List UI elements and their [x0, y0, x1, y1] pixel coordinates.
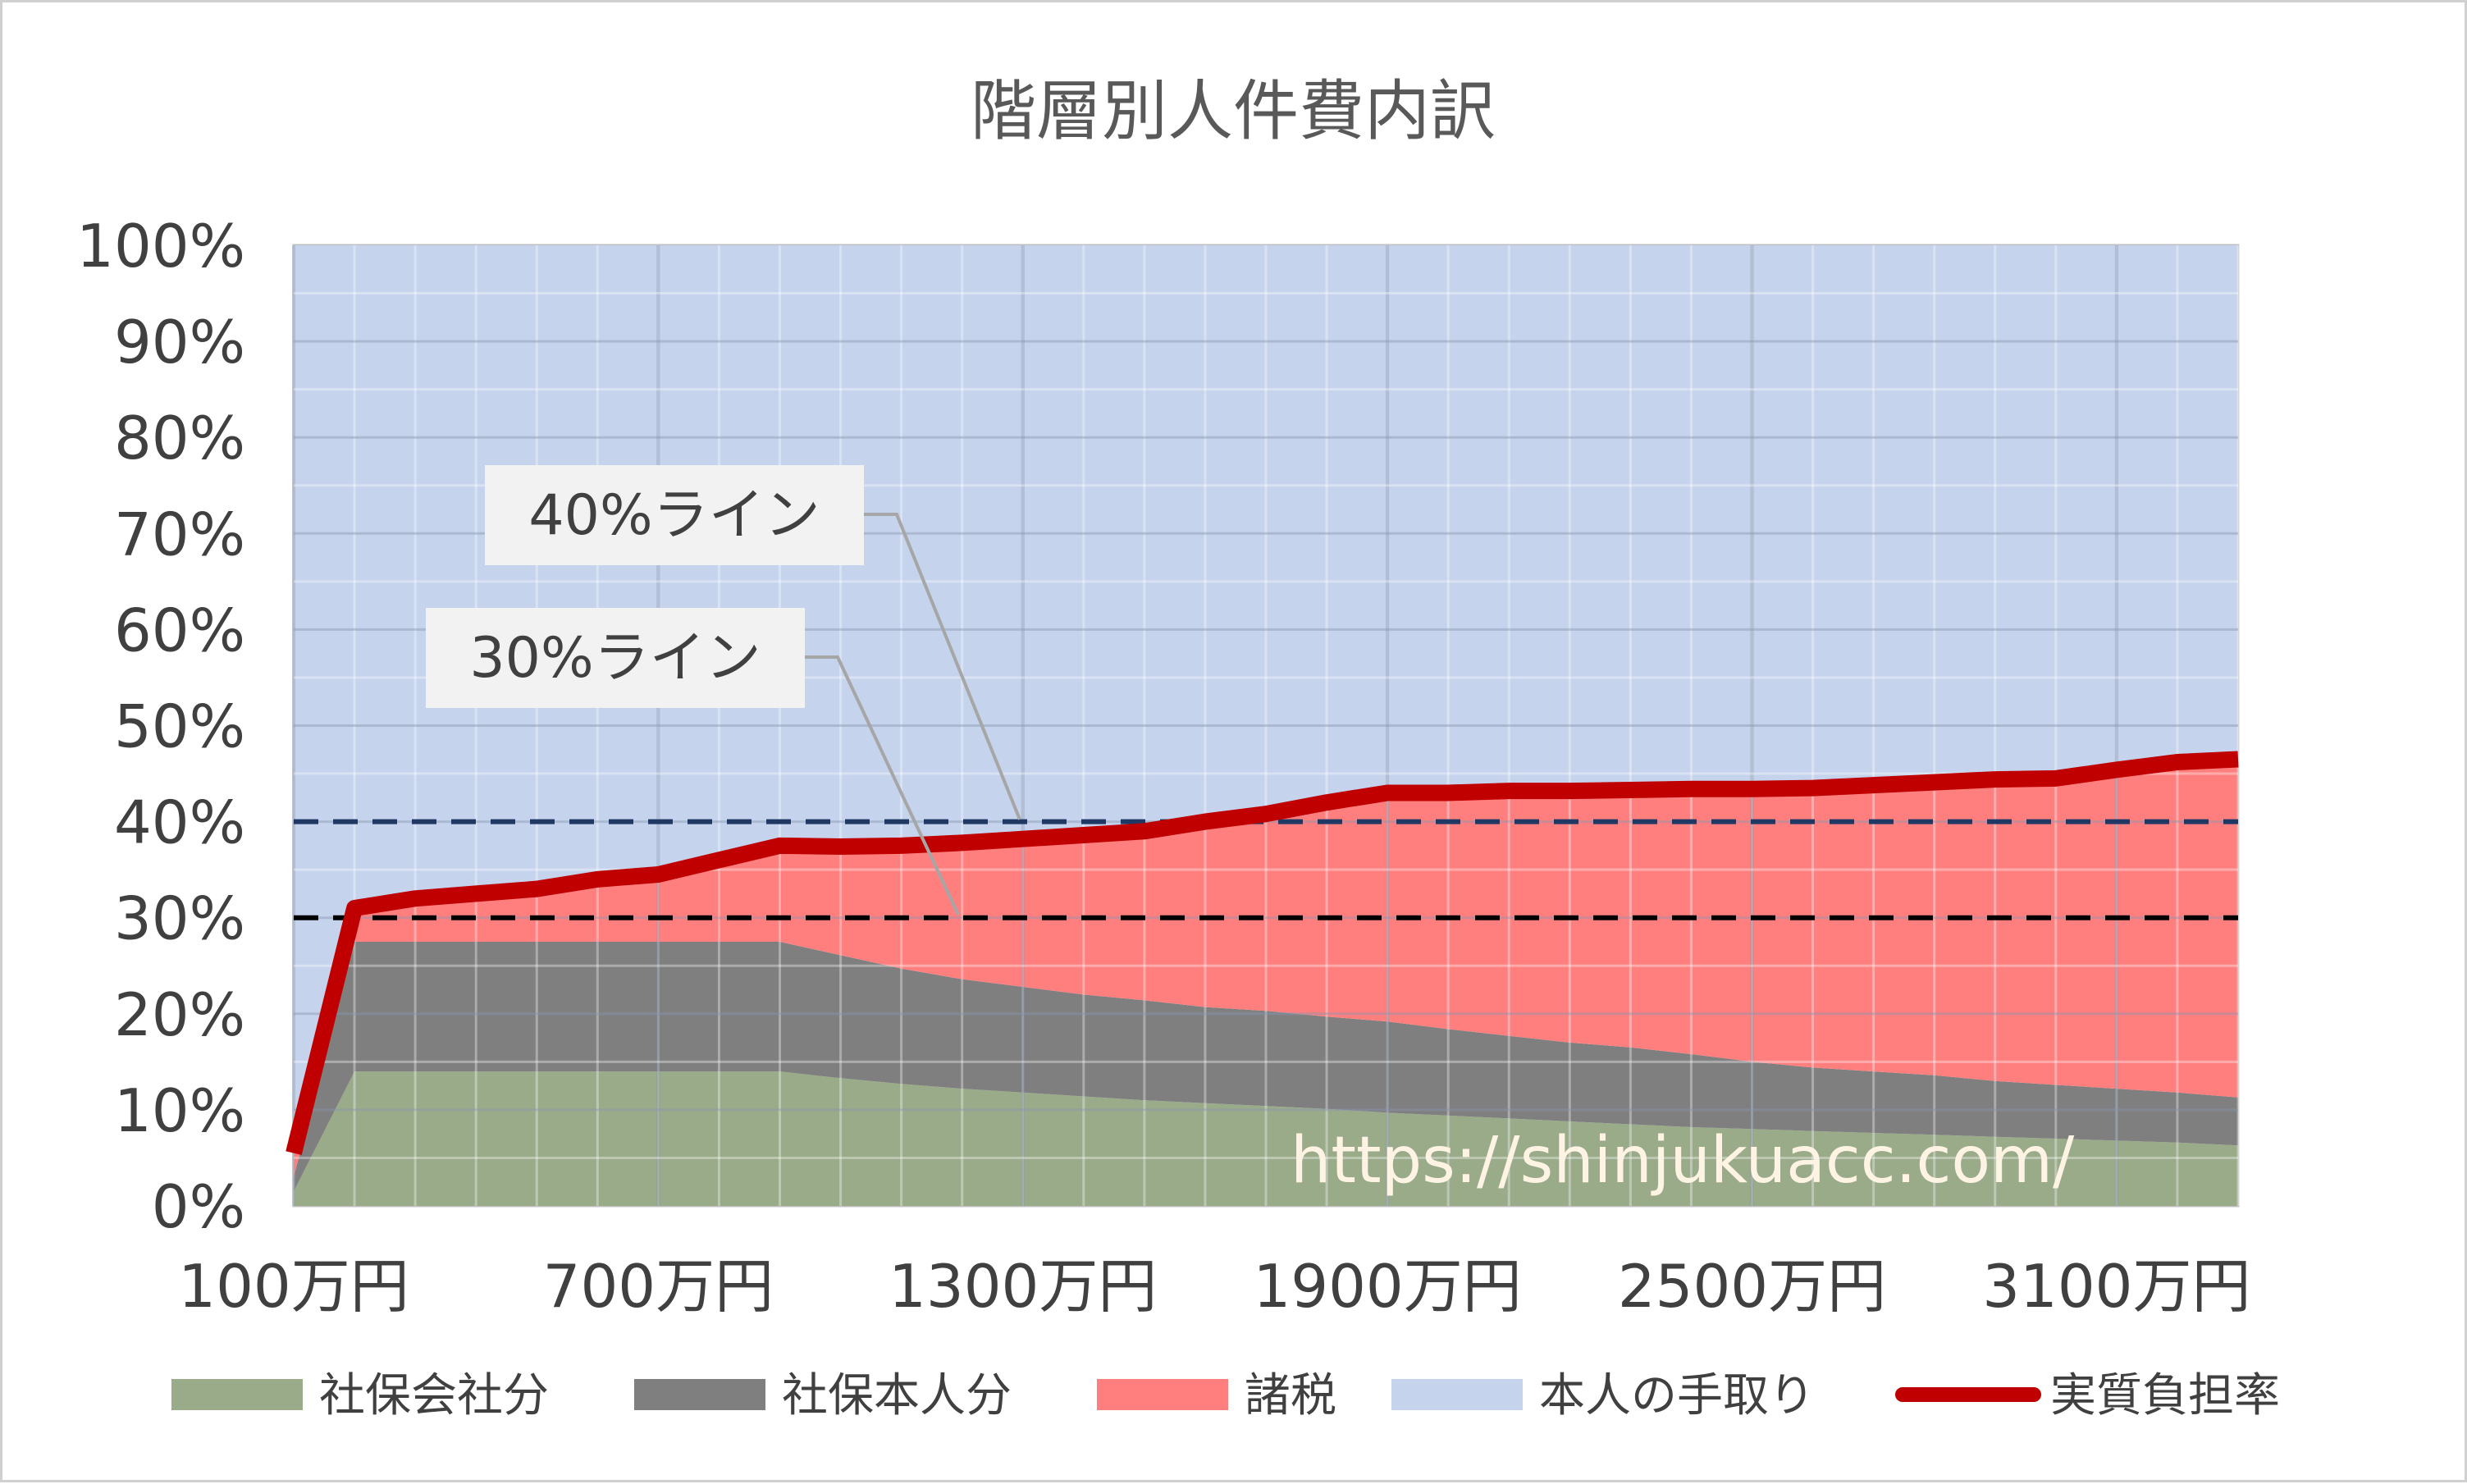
callout-30-label: 30%ライン	[469, 626, 761, 691]
y-tick-label: 0%	[152, 1172, 245, 1241]
legend: 社保会社分 社保本人分 諸税 本人の手取り 実質負担率	[171, 1369, 2280, 1422]
x-tick-label: 2500万円	[1618, 1252, 1886, 1321]
y-tick-label: 90%	[114, 308, 245, 377]
callout-40-box	[485, 465, 864, 565]
y-tick-label: 30%	[114, 884, 245, 953]
callout-40-line: 40%ライン	[485, 465, 1021, 820]
legend-swatch	[1097, 1379, 1228, 1410]
area-series-2	[294, 759, 2238, 1177]
chart-title: 階層別人件費内訳	[971, 73, 1496, 149]
legend-swatch	[171, 1379, 303, 1410]
gridline-group	[292, 245, 2240, 1206]
y-tick-label: 20%	[114, 980, 245, 1049]
area-series-1	[294, 942, 2238, 1192]
callout-30-box	[426, 608, 805, 708]
callout-40-leader	[864, 513, 1021, 820]
callout-30-line: 30%ライン	[426, 608, 960, 916]
legend-swatch	[634, 1379, 765, 1410]
x-tick-label: 700万円	[543, 1252, 774, 1321]
legend-label: 社保会社分	[319, 1369, 549, 1422]
y-tick-label: 40%	[114, 788, 245, 857]
legend-label: 本人の手取り	[1539, 1369, 1815, 1422]
x-tick-label: 1900万円	[1254, 1252, 1522, 1321]
x-tick-label: 100万円	[178, 1252, 409, 1321]
legend-swatch	[1391, 1379, 1523, 1410]
x-tick-label: 1300万円	[889, 1252, 1157, 1321]
line-series	[286, 751, 2239, 1156]
y-tick-label: 80%	[114, 404, 245, 473]
line-series-0	[286, 751, 2239, 1156]
callout-30-leader	[805, 655, 960, 916]
y-tick-label: 50%	[114, 692, 245, 761]
y-axis: 0% 10% 20% 30% 40% 50% 60% 70% 80% 90% 100%	[76, 212, 245, 1241]
x-axis: 100万円 700万円 1300万円 1900万円 2500万円 3100万円	[178, 1252, 2250, 1321]
y-tick-label: 60%	[114, 596, 245, 664]
legend-label: 実質負担率	[2050, 1369, 2280, 1422]
y-tick-label: 10%	[114, 1076, 245, 1145]
x-tick-label: 3100万円	[1982, 1252, 2250, 1321]
y-tick-label: 70%	[114, 500, 245, 568]
legend-label: 諸税	[1245, 1369, 1336, 1422]
legend-label: 社保本人分	[782, 1369, 1012, 1422]
y-tick-label: 100%	[76, 212, 245, 281]
area-series-0	[294, 1071, 2238, 1206]
callout-40-label: 40%ライン	[528, 483, 820, 548]
watermark-url: https://shinjukuacc.com/	[1291, 1124, 2075, 1198]
reference-lines	[294, 819, 2238, 920]
